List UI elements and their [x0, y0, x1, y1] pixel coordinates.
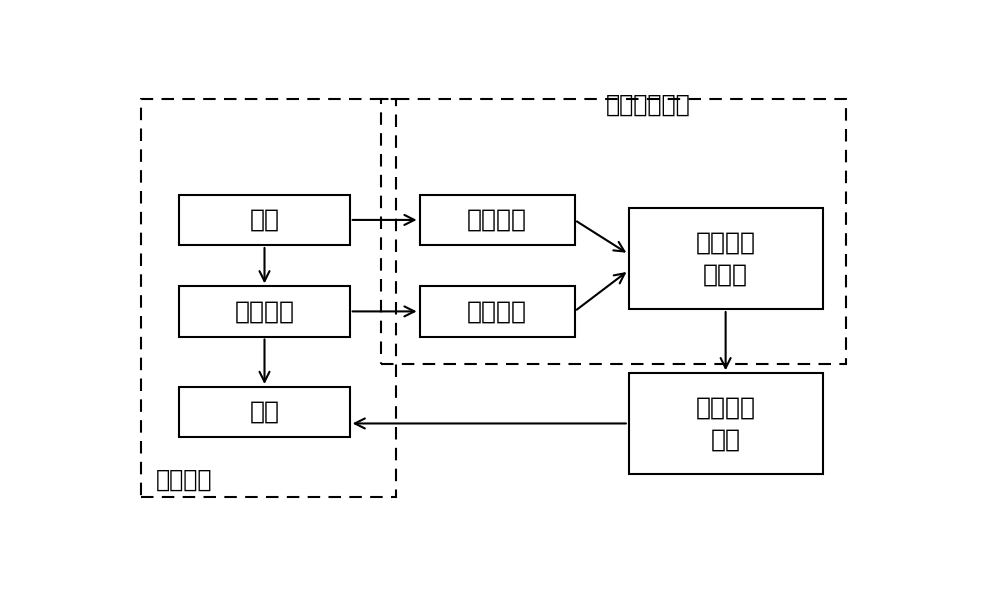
Bar: [381, 99, 846, 364]
Text: 剥胶: 剥胶: [250, 208, 280, 232]
Text: 图像处理
与分析: 图像处理 与分析: [696, 231, 756, 287]
Bar: [140, 99, 396, 497]
Text: 冲压端子: 冲压端子: [234, 299, 294, 323]
Text: 生产过程: 生产过程: [156, 468, 212, 492]
Bar: [420, 195, 574, 245]
Text: 图像采集: 图像采集: [467, 208, 527, 232]
Bar: [629, 373, 822, 474]
Text: 图像采集: 图像采集: [467, 299, 527, 323]
Bar: [420, 286, 574, 337]
Bar: [179, 387, 350, 437]
Bar: [629, 208, 822, 309]
Text: 组装: 组装: [250, 400, 280, 424]
Bar: [179, 286, 350, 337]
Text: 机械控制
系统: 机械控制 系统: [696, 396, 756, 451]
Bar: [179, 195, 350, 245]
Text: 视觉检测系统: 视觉检测系统: [606, 93, 690, 117]
